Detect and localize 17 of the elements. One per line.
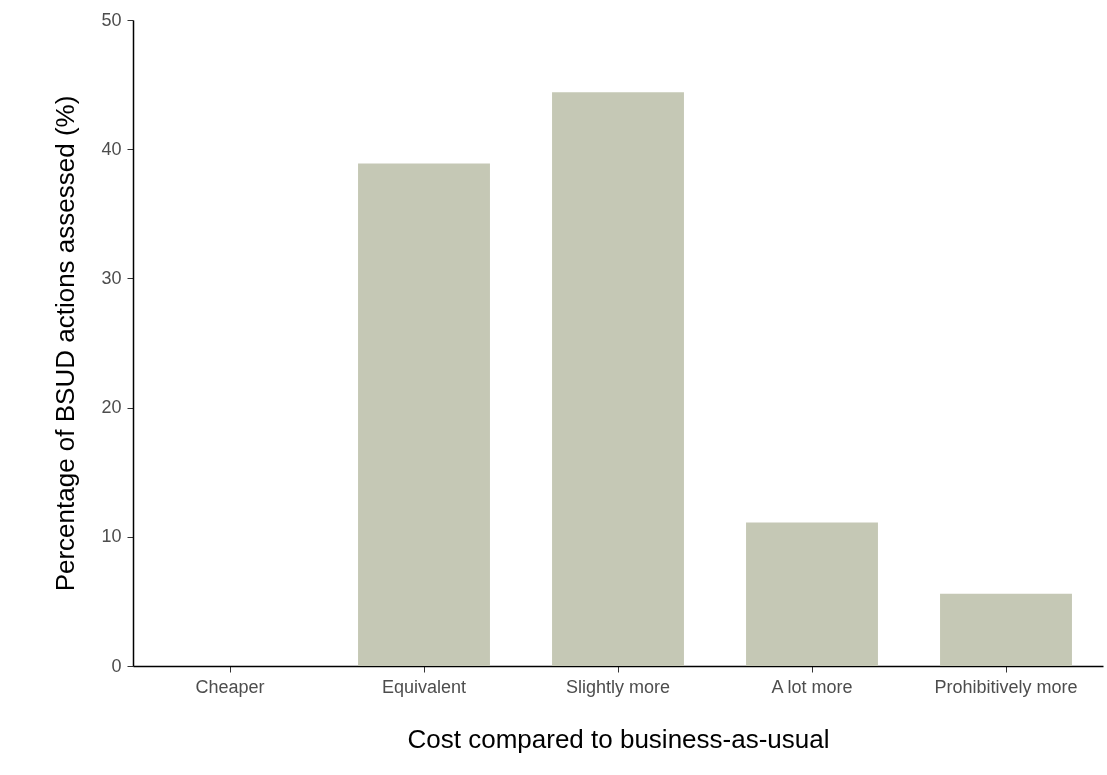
y-tick-label: 10 — [101, 526, 122, 547]
y-tick-label: 50 — [101, 9, 122, 30]
bar — [940, 593, 1072, 666]
x-tick-label: Equivalent — [381, 676, 467, 697]
bar — [552, 92, 684, 666]
y-tick-label: 40 — [101, 138, 122, 159]
x-tick-label: Cheaper — [195, 676, 265, 697]
y-tick-label: 0 — [111, 655, 122, 676]
y-axis-title: Percentage of BSUD actions assessed (%) — [50, 95, 81, 592]
x-tick-label: Prohibitively more — [934, 676, 1078, 697]
bar — [358, 163, 490, 666]
x-axis-title: Cost compared to business-as-usual — [407, 723, 830, 754]
bar — [746, 522, 878, 666]
x-tick-label: A lot more — [771, 676, 853, 697]
y-tick-label: 30 — [101, 267, 122, 288]
x-tick-label: Slightly more — [565, 676, 671, 697]
y-tick-label: 20 — [101, 397, 122, 418]
